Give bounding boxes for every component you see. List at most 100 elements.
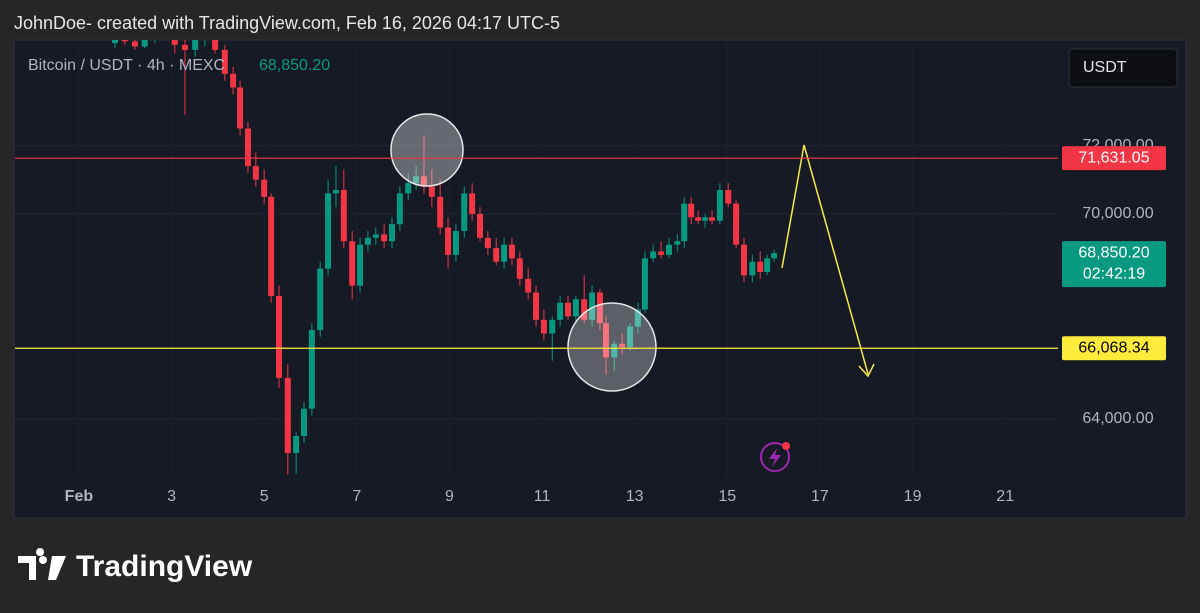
- candle-body: [293, 435, 300, 454]
- x-tick-label: 9: [445, 488, 454, 505]
- candle-body: [349, 241, 356, 286]
- candle-body: [476, 213, 483, 238]
- candle-body: [602, 323, 609, 358]
- highlight-circle: [390, 113, 464, 187]
- candle-body: [658, 251, 665, 255]
- candle-body: [405, 183, 412, 194]
- candle-body: [508, 244, 515, 259]
- candle-body: [596, 292, 603, 324]
- candle-body: [516, 258, 523, 279]
- candle-body: [469, 193, 476, 214]
- candle-body: [484, 237, 491, 249]
- candle-body: [702, 217, 709, 221]
- price-tag-label: 66,068.34: [1078, 339, 1149, 356]
- candle-body: [501, 244, 508, 262]
- x-tick-label: 3: [167, 488, 176, 505]
- candle-body: [572, 299, 579, 317]
- x-tick-label: 17: [811, 488, 829, 505]
- candle-body: [611, 343, 618, 358]
- candle-body: [674, 241, 681, 245]
- price-tag: [1062, 146, 1166, 171]
- candle-body: [627, 326, 634, 348]
- notify-dot: [782, 442, 790, 450]
- candle-body: [641, 258, 648, 310]
- candle-body: [740, 244, 747, 276]
- candle-body: [171, 40, 178, 45]
- candle-body: [634, 309, 641, 327]
- candle-body: [709, 217, 716, 221]
- candle-body: [771, 253, 778, 259]
- candle-body: [268, 196, 275, 296]
- candle-body: [413, 176, 420, 184]
- candle-body: [212, 40, 219, 50]
- candle-body: [549, 319, 556, 334]
- price-tag: [1062, 336, 1166, 361]
- candle-body: [437, 196, 444, 228]
- x-tick-label: 7: [352, 488, 361, 505]
- price-tag-label: 71,631.05: [1078, 149, 1149, 166]
- currency-label: USDT: [1083, 59, 1127, 76]
- countdown: 02:42:19: [1083, 265, 1145, 282]
- alert-icon[interactable]: [760, 442, 790, 472]
- candle-body: [284, 377, 291, 454]
- candle-body: [557, 302, 564, 320]
- header-text: JohnDoe- created with TradingView.com, F…: [14, 13, 560, 33]
- plot: [15, 40, 1058, 478]
- candle-body: [564, 302, 571, 317]
- candle-body: [688, 203, 695, 218]
- x-tick-label: 21: [996, 488, 1014, 505]
- candle-body: [445, 227, 452, 255]
- x-tick-label: Feb: [65, 488, 94, 505]
- x-tick-label: 11: [534, 488, 551, 505]
- candle-body: [581, 299, 588, 320]
- candle-body: [589, 292, 596, 320]
- candle-body: [131, 41, 138, 47]
- currency-button[interactable]: [1068, 48, 1178, 88]
- candle-body: [764, 258, 771, 272]
- brand-logo-dot: [39, 556, 47, 564]
- candle-body: [757, 261, 764, 272]
- brand-name: TradingView: [76, 550, 253, 583]
- candle-body: [372, 234, 379, 238]
- candle-body: [340, 189, 347, 242]
- x-tick-label: 19: [904, 488, 922, 505]
- candle-body: [237, 87, 244, 129]
- candle-body: [619, 343, 626, 348]
- candle-body: [357, 244, 364, 286]
- chart-panel: [13, 39, 1187, 519]
- y-tick-label: 64,000.00: [1082, 410, 1153, 427]
- brand-logo: [18, 548, 66, 580]
- candle-body: [181, 44, 188, 50]
- candle-body: [493, 248, 500, 262]
- candle-body: [275, 295, 282, 378]
- candle-body: [317, 268, 324, 331]
- candle-body: [725, 189, 732, 204]
- last-price-tag: [1062, 241, 1166, 288]
- x-tick-label: 5: [260, 488, 269, 505]
- bolt: [769, 448, 781, 467]
- candle-body: [121, 40, 128, 42]
- candle-body: [420, 176, 427, 187]
- candle-body: [381, 234, 388, 242]
- y-tick-label: 70,000.00: [1082, 205, 1153, 222]
- candle-body: [221, 49, 228, 74]
- candle-body: [364, 237, 371, 245]
- candle-body: [733, 203, 740, 245]
- candle-body: [525, 278, 532, 293]
- candle-body: [261, 179, 268, 197]
- candle-body: [244, 128, 251, 167]
- candle-body: [141, 40, 148, 47]
- candle-body: [540, 319, 547, 334]
- candle-body: [325, 193, 332, 269]
- candle-body: [252, 166, 259, 180]
- candle-body: [308, 330, 315, 409]
- x-tick-label: 15: [718, 488, 736, 505]
- candle-body: [681, 203, 688, 242]
- symbol-title: Bitcoin / USDT · 4h · MEXC: [28, 57, 225, 74]
- candle-body: [749, 261, 756, 276]
- candle-body: [695, 217, 702, 221]
- highlight-circle: [567, 302, 657, 392]
- candle-body: [452, 230, 459, 255]
- candle-body: [332, 189, 339, 194]
